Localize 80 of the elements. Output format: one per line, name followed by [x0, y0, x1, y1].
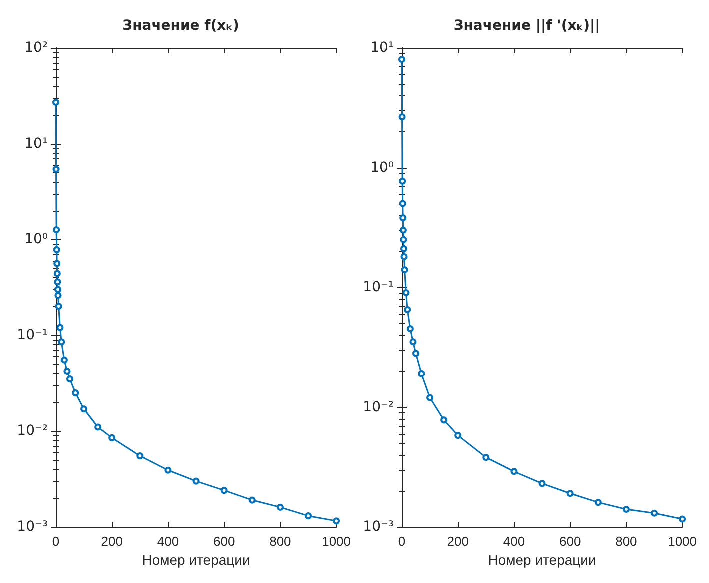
- point: [54, 292, 62, 300]
- x-axis-title: Номер итерации: [488, 552, 596, 568]
- x-tick-label: 200: [101, 534, 123, 549]
- point: [54, 286, 62, 294]
- point: [440, 416, 448, 424]
- y-tick-label: 10⁰: [370, 160, 394, 176]
- x-tick-label: 0: [52, 534, 60, 549]
- point: [510, 468, 518, 476]
- point: [72, 390, 80, 397]
- point: [304, 512, 312, 520]
- point: [650, 510, 658, 517]
- point: [401, 266, 408, 274]
- x-tick-label: 400: [157, 534, 180, 549]
- point: [426, 394, 434, 402]
- x-tick-label: 400: [503, 534, 526, 549]
- point: [56, 324, 64, 332]
- point: [60, 356, 68, 364]
- point: [400, 226, 407, 234]
- point: [52, 98, 60, 106]
- point: [58, 338, 66, 346]
- y-tick-label: 10¹: [24, 136, 48, 152]
- y-tick-label: 10⁻³: [363, 519, 394, 535]
- y-tick-label: 10⁻¹: [17, 327, 48, 344]
- point: [622, 506, 630, 513]
- point: [54, 278, 62, 286]
- x-tick-label: 200: [447, 534, 469, 549]
- point: [108, 434, 116, 442]
- point: [594, 499, 602, 506]
- point: [399, 200, 406, 208]
- point: [679, 516, 686, 523]
- point: [54, 260, 61, 268]
- point: [64, 368, 71, 375]
- y-tick-label: 10⁻²: [363, 399, 394, 416]
- point: [276, 504, 284, 511]
- point: [400, 245, 408, 252]
- point: [80, 406, 88, 413]
- point: [164, 466, 172, 474]
- point: [404, 306, 412, 314]
- y-tick-label: 10²: [24, 40, 48, 56]
- point: [66, 376, 74, 383]
- y-tick-label: 10⁻²: [17, 423, 48, 440]
- y-tick-label: 10⁰: [24, 232, 48, 248]
- point: [410, 338, 417, 346]
- point: [53, 246, 60, 254]
- point: [192, 478, 200, 485]
- chart-title: Значение f(xₖ): [122, 18, 240, 34]
- x-tick-label: 0: [398, 534, 406, 549]
- point: [454, 432, 462, 440]
- chart-title: Значение ||f '(xₖ)||: [454, 18, 600, 34]
- point: [400, 253, 408, 260]
- point: [54, 270, 61, 278]
- point: [398, 56, 406, 64]
- point: [566, 490, 574, 498]
- point: [538, 480, 546, 488]
- x-tick-label: 800: [270, 534, 292, 549]
- point: [400, 214, 407, 222]
- x-tick-label: 600: [213, 534, 236, 549]
- x-tick-label: 1000: [322, 534, 351, 549]
- x-tick-label: 800: [616, 534, 638, 549]
- x-tick-label: 1000: [668, 534, 697, 549]
- point: [55, 303, 62, 310]
- point: [412, 350, 420, 358]
- point: [53, 226, 60, 234]
- point: [399, 178, 406, 185]
- point: [333, 518, 340, 525]
- point: [400, 236, 408, 244]
- point: [406, 326, 414, 333]
- point: [418, 370, 426, 378]
- x-axis-title: Номер итерации: [142, 552, 250, 568]
- point: [398, 114, 406, 121]
- point: [136, 452, 144, 460]
- point: [248, 496, 256, 504]
- x-tick-label: 600: [559, 534, 582, 549]
- y-tick-label: 10¹: [370, 40, 394, 56]
- point: [220, 487, 228, 494]
- y-tick-label: 10⁻³: [17, 519, 48, 535]
- point: [52, 166, 60, 173]
- point: [94, 424, 102, 431]
- y-tick-label: 10⁻¹: [363, 280, 394, 296]
- point: [482, 454, 490, 462]
